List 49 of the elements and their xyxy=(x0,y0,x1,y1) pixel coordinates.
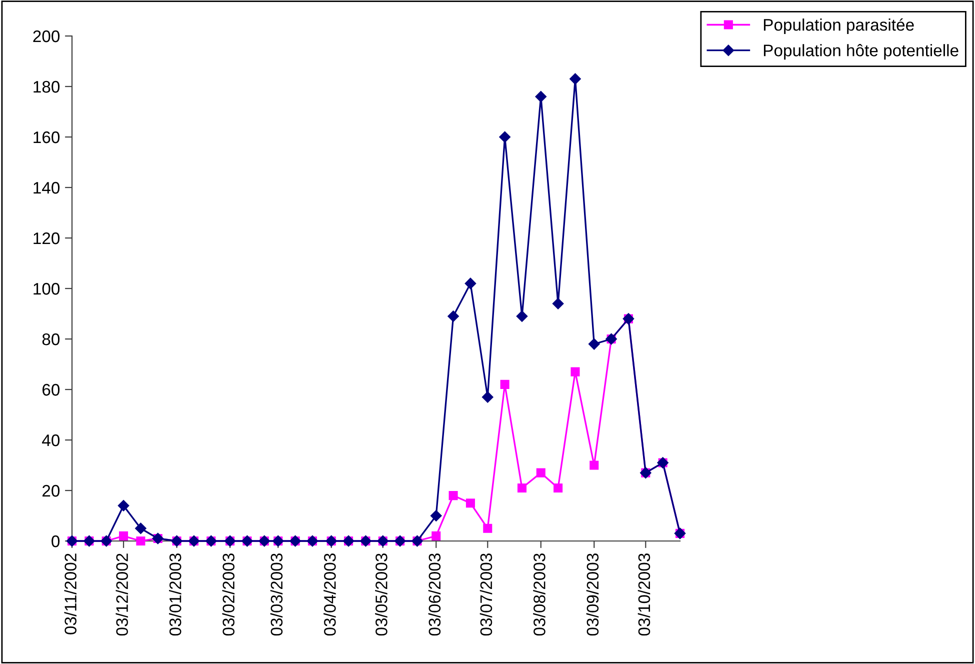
point xyxy=(136,536,146,546)
y-tick-label: 100 xyxy=(34,282,60,295)
point xyxy=(552,298,564,310)
point xyxy=(516,310,528,322)
x-tick-label: 03/12/2002 xyxy=(116,554,128,636)
y-tick-label: 40 xyxy=(42,434,60,446)
point xyxy=(499,131,510,143)
point xyxy=(570,73,581,85)
legend-label: Population hôte potentielle xyxy=(764,44,958,60)
y-tick-label: 80 xyxy=(42,333,60,346)
point xyxy=(554,483,563,492)
point xyxy=(536,468,546,478)
x-tick-label: 03/05/2003 xyxy=(375,554,388,636)
point xyxy=(466,498,475,508)
point xyxy=(464,278,476,290)
point xyxy=(119,531,128,540)
x-tick-label: 03/08/2003 xyxy=(533,554,546,636)
point xyxy=(590,460,599,470)
x-tick-label: 03/11/2002 xyxy=(64,554,76,634)
y-tick-label: 60 xyxy=(42,384,60,396)
y-tick-label: 200 xyxy=(33,30,60,42)
point xyxy=(500,380,510,389)
x-tick-label: 03/01/2003 xyxy=(169,554,182,636)
x-tick-label: 03/04/2003 xyxy=(324,554,336,636)
y-tick-label: 0 xyxy=(52,535,60,548)
x-tick-label: 03/07/2003 xyxy=(480,554,492,636)
y-tick-label: 120 xyxy=(34,232,60,244)
y-tick-label: 180 xyxy=(34,80,60,93)
point xyxy=(483,524,492,533)
point xyxy=(430,510,442,522)
point xyxy=(118,500,130,512)
y-tick-label: 160 xyxy=(34,131,60,144)
point xyxy=(448,491,458,500)
x-tick-label: 03/09/2003 xyxy=(586,554,599,636)
legend-label: Population parasitée xyxy=(764,18,914,34)
point xyxy=(517,483,527,492)
point xyxy=(448,310,459,322)
x-tick-label: 03/06/2003 xyxy=(428,554,441,636)
point xyxy=(588,338,600,350)
point xyxy=(482,391,494,403)
y-tick-label: 140 xyxy=(34,182,60,194)
x-tick-label: 03/02/2003 xyxy=(222,554,234,636)
x-tick-label: 03/03/2003 xyxy=(270,554,283,636)
point xyxy=(135,522,146,534)
point xyxy=(432,531,441,540)
point xyxy=(535,90,546,102)
point xyxy=(570,367,580,376)
y-tick-label: 20 xyxy=(42,484,60,497)
x-tick-label: 03/10/2003 xyxy=(638,554,650,636)
